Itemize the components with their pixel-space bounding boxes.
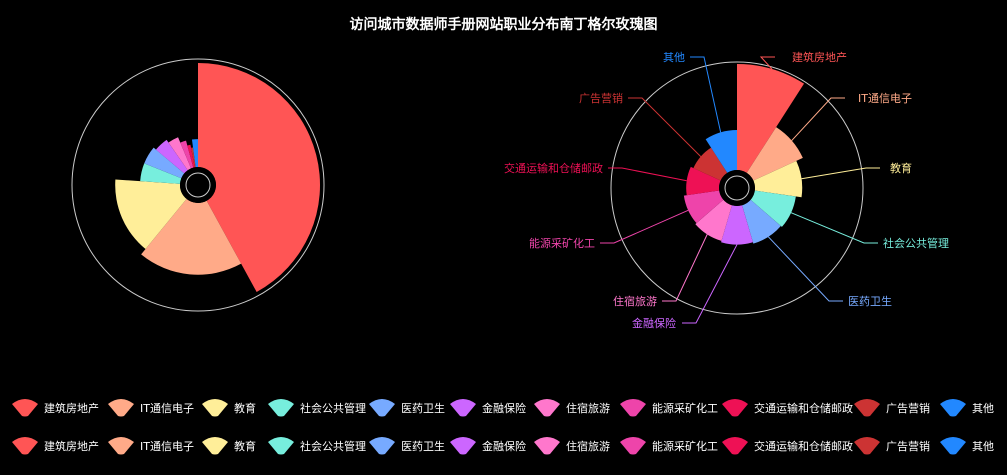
rose-outline-left <box>71 58 325 312</box>
legend-sector-icon <box>202 437 228 455</box>
sector-label: 建筑房地产 <box>792 50 847 64</box>
sector-label: 社会公共管理 <box>883 236 949 250</box>
legend-sector-icon <box>450 437 476 455</box>
rose-inner-ring-left <box>185 172 211 198</box>
sector-label: 交通运输和仓储邮政 <box>504 161 603 175</box>
leader-line <box>791 97 845 141</box>
legend-sector-icon <box>369 399 395 417</box>
legend-label: 住宿旅游 <box>566 402 610 415</box>
legend-label: 建筑房地产 <box>44 402 99 415</box>
chart-title: 访问城市数据师手册网站职业分布南丁格尔玫瑰图 <box>349 17 658 33</box>
legend-label: 医药卫生 <box>401 402 445 415</box>
legend-row: 建筑房地产 IT通信电子 教育 社会公共管理 医药卫生 金融保险 住宿旅游 能源采矿化工 交通运… <box>8 396 1003 418</box>
legend-label: 金融保险 <box>482 440 526 453</box>
rose-sector-left[interactable] <box>198 63 320 292</box>
legend-label: 广告营销 <box>886 440 930 453</box>
legend-sector-icon <box>620 437 646 455</box>
legend-sector-icon <box>854 437 880 455</box>
sector-label: 住宿旅游 <box>613 294 657 308</box>
legend-label: 能源采矿化工 <box>652 402 718 415</box>
legend-label: 金融保险 <box>482 402 526 415</box>
rose-sector-right[interactable] <box>721 205 753 245</box>
legend-label: 其他 <box>972 440 994 453</box>
legend-label: 广告营销 <box>886 402 930 415</box>
rose-sector-right[interactable] <box>742 199 781 244</box>
leader-line <box>628 97 702 157</box>
rose-sector-right[interactable] <box>695 199 732 241</box>
sector-label: 能源采矿化工 <box>529 236 595 250</box>
sector-label: 广告营销 <box>579 91 623 105</box>
rose-sector-right[interactable] <box>693 147 728 181</box>
leader-line <box>662 234 708 302</box>
sector-label: 教育 <box>890 161 912 175</box>
sector-label: 医药卫生 <box>848 294 892 308</box>
rose-sector-left[interactable] <box>115 179 187 250</box>
rose-sector-right[interactable] <box>683 190 724 224</box>
leader-line <box>600 209 689 244</box>
rose-hole-right <box>719 170 755 206</box>
rose-sector-left[interactable] <box>144 147 185 179</box>
rose-sector-right[interactable] <box>705 130 737 173</box>
rose-sector-right[interactable] <box>753 160 803 198</box>
legend-label: 医药卫生 <box>401 440 445 453</box>
rose-sector-left[interactable] <box>155 139 188 174</box>
legend-label: 教育 <box>234 402 256 415</box>
rose-sector-left[interactable] <box>191 139 198 168</box>
legend-sector-icon <box>369 437 395 455</box>
legend-row: 建筑房地产 IT通信电子 教育 社会公共管理 医药卫生 金融保险 住宿旅游 能源采矿化工 交通运… <box>8 434 1003 456</box>
legend-sector-icon <box>620 399 646 417</box>
legend-sector-icon <box>940 437 966 455</box>
rose-sector-left[interactable] <box>141 198 242 275</box>
rose-sector-right[interactable] <box>746 127 803 181</box>
legend-label: 交通运输和仓储邮政 <box>754 440 853 453</box>
leader-line <box>682 244 738 324</box>
leader-line <box>759 56 775 70</box>
rose-sector-left[interactable] <box>140 163 182 184</box>
legend-sector-icon <box>940 399 966 417</box>
rose-sector-right[interactable] <box>737 64 805 173</box>
legend-label: 其他 <box>972 402 994 415</box>
sector-label: 其他 <box>663 51 685 64</box>
legend-label: IT通信电子 <box>140 440 194 453</box>
leader-line <box>690 56 722 133</box>
rose-hole-left <box>180 167 216 203</box>
rose-outline-right <box>610 61 864 315</box>
legend-label: IT通信电子 <box>140 402 194 415</box>
rose-sector-right[interactable] <box>750 190 796 227</box>
legend-sector-icon <box>268 437 294 455</box>
rose-sector-left[interactable] <box>187 144 195 168</box>
legend-sector-icon <box>12 399 38 417</box>
legend-sector-icon <box>268 399 294 417</box>
rose-sector-right[interactable] <box>686 166 721 196</box>
sector-label: IT通信电子 <box>858 92 912 105</box>
rose-inner-ring-right <box>724 175 750 201</box>
legend-label: 建筑房地产 <box>44 440 99 453</box>
legend-label: 社会公共管理 <box>300 440 366 453</box>
legend-label: 教育 <box>234 440 256 453</box>
sector-label: 金融保险 <box>632 316 676 330</box>
legend-sector-icon <box>722 437 748 455</box>
rose-sector-left[interactable] <box>168 137 192 171</box>
legend-label: 社会公共管理 <box>300 402 366 415</box>
legend-sector-icon <box>108 437 134 455</box>
legend-label: 能源采矿化工 <box>652 440 718 453</box>
legend-sector-icon <box>450 399 476 417</box>
legend-sector-icon <box>722 399 748 417</box>
rose-sector-left[interactable] <box>180 140 194 169</box>
legend-sector-icon <box>854 399 880 417</box>
leader-line <box>608 167 687 182</box>
legend-sector-icon <box>108 399 134 417</box>
legend-label: 交通运输和仓储邮政 <box>754 402 853 415</box>
legend-sector-icon <box>202 399 228 417</box>
legend-sector-icon <box>534 399 560 417</box>
legend-label: 住宿旅游 <box>566 440 610 453</box>
rose-sector-left[interactable] <box>191 147 196 168</box>
leader-line <box>801 167 880 180</box>
legend-sector-icon <box>12 437 38 455</box>
leader-line <box>790 212 878 244</box>
leader-line <box>767 236 843 302</box>
legend-sector-icon <box>534 437 560 455</box>
